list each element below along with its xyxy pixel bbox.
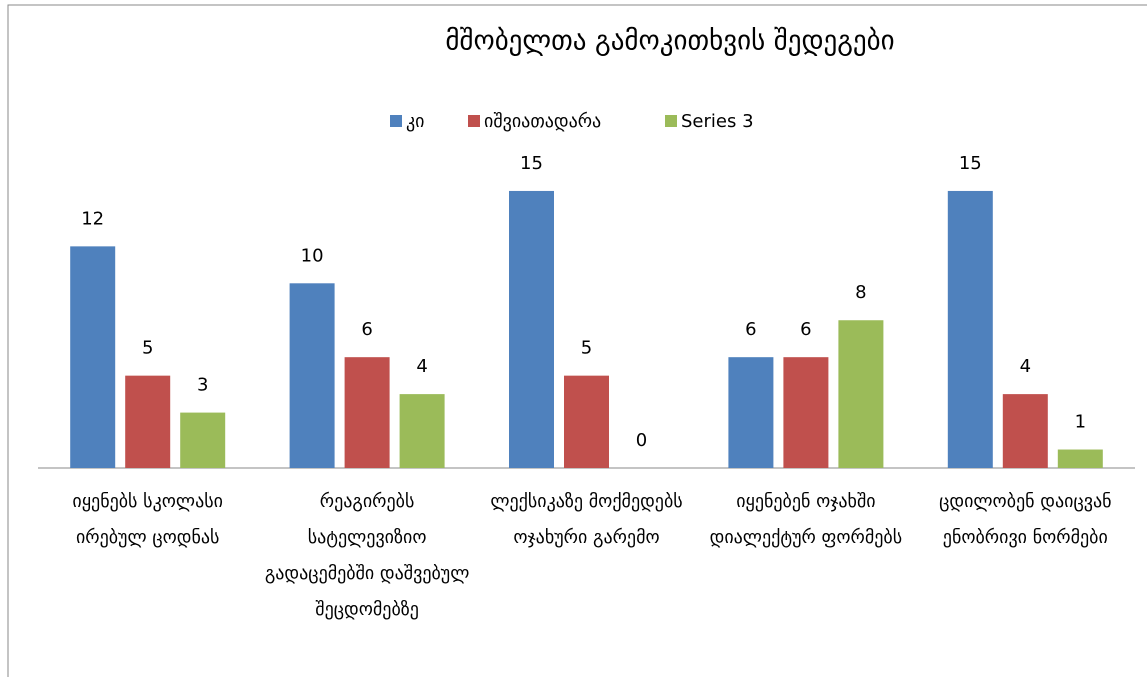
data-label: 0: [636, 430, 647, 451]
x-tick-label: ლექსიკაზე მოქმედებს ოჯახური გარემო: [490, 491, 683, 548]
x-tick-label: რეაგირებს სატელევიზიო გადაცემებში დაშვებ…: [264, 491, 470, 620]
data-label: 8: [855, 282, 866, 303]
legend-label: კი: [406, 111, 425, 132]
legend-label: იშვიათადარა: [484, 111, 601, 132]
bar: [289, 283, 335, 468]
bar: [728, 357, 774, 468]
legend-swatch: [468, 115, 480, 127]
x-tick-label: ცდილობენ დაიცვან ენობრივი ნორმები: [939, 491, 1112, 548]
bar: [947, 190, 993, 468]
bar: [125, 375, 171, 468]
bar: [838, 320, 884, 468]
data-label: 15: [520, 153, 543, 174]
data-label: 1: [1075, 412, 1086, 433]
bar: [783, 357, 829, 468]
legend-swatch: [390, 115, 402, 127]
x-tick-label: იყენებს სკოლასი ირებულ ცოდნას: [72, 491, 223, 548]
data-label: 4: [416, 356, 427, 377]
bar: [509, 190, 554, 468]
bar: [344, 357, 390, 468]
data-label: 3: [197, 375, 208, 396]
data-label: 12: [81, 208, 104, 229]
bar: [180, 412, 226, 468]
data-label: 4: [1020, 356, 1031, 377]
data-label: 6: [800, 319, 811, 340]
data-label: 5: [581, 338, 592, 359]
chart-title: მშობელთა გამოკითხვის შედეგები: [445, 26, 894, 57]
data-label: 10: [301, 245, 324, 266]
data-label: 6: [361, 319, 372, 340]
legend-swatch: [665, 115, 677, 127]
x-tick-label: იყენებენ ოჯახში დიალექტურ ფორმებს: [709, 491, 903, 548]
bar: [564, 375, 609, 468]
bar: [399, 394, 445, 468]
data-label: 6: [745, 319, 756, 340]
chart-border: [7, 4, 1147, 677]
bar: [70, 246, 116, 468]
data-label: 5: [142, 338, 153, 359]
legend-label: Series 3: [681, 111, 754, 132]
bar: [1057, 449, 1103, 468]
bar: [1002, 394, 1048, 468]
data-label: 15: [959, 153, 982, 174]
